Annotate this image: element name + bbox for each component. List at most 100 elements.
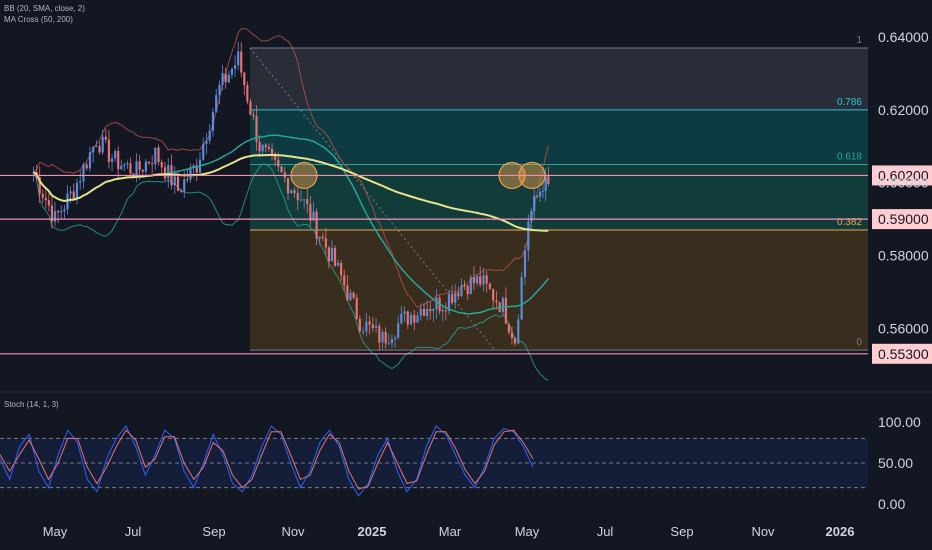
- price-tag-label: 0.55300: [878, 346, 929, 362]
- candle-body: [79, 181, 82, 183]
- candle-body: [117, 150, 120, 170]
- fib-zone: [250, 164, 868, 231]
- candle-body: [429, 309, 432, 312]
- stoch-indicator-label[interactable]: Stoch (14, 1, 3): [4, 400, 59, 409]
- time-axis-label: Nov: [281, 524, 305, 539]
- candle-body: [95, 146, 98, 148]
- price-tag-label: 0.59000: [878, 211, 929, 227]
- candle-body: [92, 146, 95, 153]
- candle-body: [47, 200, 50, 206]
- candle-body: [227, 74, 230, 83]
- candle-body: [82, 164, 85, 182]
- bb-lower-band: [33, 163, 549, 381]
- stoch-k-line: [0, 425, 534, 497]
- candle-body: [224, 73, 227, 83]
- price-axis-tick: 0.60000: [878, 175, 929, 191]
- time-axis: May Jul Sep Nov 2025 Mar May Jul Sep Nov 2026: [43, 524, 855, 539]
- candle-body: [176, 176, 180, 191]
- candle-body: [293, 190, 296, 194]
- candle-body: [173, 176, 176, 186]
- candle-body: [249, 101, 252, 115]
- candle-body: [371, 324, 374, 328]
- candle-body: [286, 177, 290, 194]
- candle-body: [120, 165, 123, 170]
- candle-body: [365, 321, 368, 332]
- candle-body: [205, 140, 208, 144]
- candle-body: [192, 165, 195, 168]
- candle-body: [513, 337, 517, 344]
- candle-body: [110, 158, 114, 162]
- candle-body: [336, 262, 340, 266]
- candle-body: [44, 197, 47, 201]
- candle-body: [330, 247, 334, 262]
- time-axis-label: May: [515, 524, 540, 539]
- candle-body: [463, 285, 466, 287]
- candle-body: [53, 210, 57, 222]
- candle-body: [378, 325, 381, 343]
- price-tag-box: [872, 165, 932, 186]
- candle-body: [246, 85, 249, 102]
- candle-body: [296, 193, 299, 200]
- candle-body: [315, 211, 318, 239]
- candle-body: [451, 294, 454, 303]
- candle-body: [547, 176, 550, 185]
- candle-body: [154, 147, 157, 165]
- candle-body: [299, 199, 303, 201]
- candle-body: [138, 161, 141, 170]
- candle-body: [393, 337, 397, 340]
- candle-body: [492, 288, 495, 301]
- candle-body: [69, 191, 72, 194]
- candle-body: [104, 136, 107, 140]
- candle-body: [510, 332, 514, 338]
- candle-body: [240, 51, 243, 73]
- fib-zone: [250, 109, 868, 165]
- candle-body: [264, 144, 267, 147]
- candle-body: [218, 84, 221, 96]
- ma-cross-indicator-label[interactable]: MA Cross (50, 200): [4, 15, 73, 24]
- candle-body: [243, 72, 246, 86]
- candle-body: [346, 285, 349, 301]
- candle-body: [144, 161, 148, 172]
- candle-body: [384, 332, 387, 344]
- fib-level-label: 1: [856, 35, 862, 46]
- candle-body: [261, 144, 264, 152]
- stoch-axis-tick: 0.00: [878, 496, 905, 512]
- candle-body: [221, 73, 224, 85]
- candle-body: [57, 210, 60, 213]
- horizontal-levels: 0.60200 0.59000 0.55300: [0, 165, 932, 364]
- bb-indicator-label[interactable]: BB (20, SMA, close, 2): [4, 4, 85, 13]
- candle-body: [501, 298, 505, 313]
- candle-body: [151, 163, 154, 165]
- candle-body: [230, 68, 234, 75]
- candle-body: [233, 65, 237, 69]
- price-tag-label: 0.60200: [878, 167, 929, 183]
- candle-body: [237, 51, 240, 66]
- candle-body: [495, 300, 498, 303]
- time-axis-label: May: [43, 524, 68, 539]
- candle-body: [270, 148, 274, 154]
- candle-body: [135, 161, 138, 178]
- candle-body: [195, 165, 198, 173]
- candle-body: [422, 308, 426, 317]
- candle-body: [457, 292, 460, 297]
- time-axis-label: Sep: [202, 524, 225, 539]
- candle-body: [517, 319, 520, 344]
- candle-body: [349, 292, 352, 301]
- stoch-d-line: [0, 429, 534, 490]
- candle-body: [441, 310, 444, 312]
- candle-body: [485, 275, 488, 284]
- candle-body: [107, 139, 111, 162]
- candle-body: [504, 298, 508, 324]
- candle-body: [533, 195, 536, 211]
- price-panel: [32, 27, 550, 381]
- candle-body: [258, 141, 261, 152]
- price-axis-tick: 0.62000: [878, 102, 929, 118]
- candle-body: [123, 164, 126, 166]
- candle-body: [409, 314, 413, 325]
- time-axis-label: Jul: [125, 524, 142, 539]
- candle-body: [333, 247, 337, 266]
- candle-body: [419, 308, 422, 316]
- candle-body: [466, 285, 469, 295]
- candle-body: [85, 164, 88, 169]
